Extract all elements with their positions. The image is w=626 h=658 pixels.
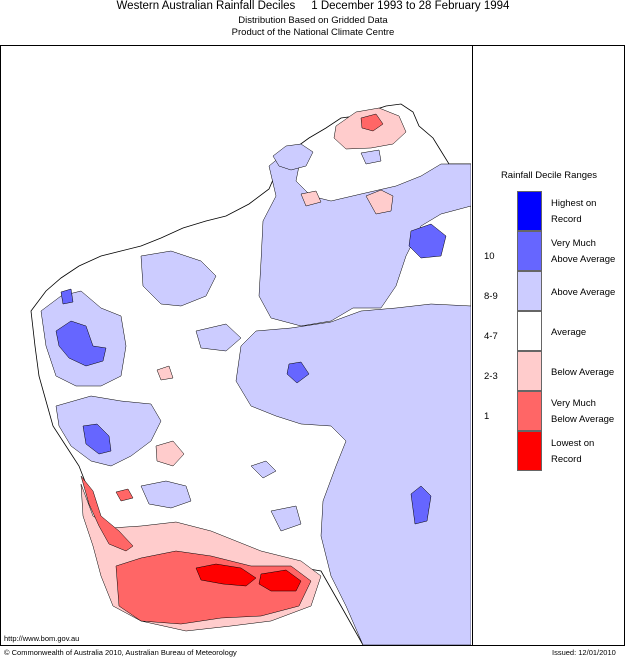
legend-swatch-very-much-above [517, 231, 542, 271]
legend-label-highest: Highest on Record [551, 198, 597, 225]
above-average-small-1 [195, 323, 242, 352]
legend-label-very-much-above: Very Much Above Average [551, 238, 616, 265]
very-much-above-small [60, 288, 74, 305]
legend-swatch-average [517, 311, 542, 351]
legend-label-below-average: Below Average [551, 367, 615, 378]
map-title: Western Australian Rainfall Deciles 1 De… [116, 0, 510, 12]
above-average-small-4 [270, 505, 302, 532]
footer-url[interactable]: http://www.bom.gov.au [4, 634, 80, 643]
legend-label-lowest: Lowest on Record [551, 438, 595, 465]
above-average-small-5 [360, 149, 382, 165]
very-much-below-south-coast [115, 550, 312, 625]
above-average-central-north [140, 250, 217, 307]
below-average-small-3 [155, 440, 185, 467]
legend-swatch-lowest [517, 431, 542, 471]
above-average-north-bump [272, 143, 314, 171]
below-average-small-2 [300, 190, 322, 207]
rainfall-decile-map [30, 103, 471, 645]
very-much-above-central [286, 361, 310, 384]
lowest-on-record-south-2 [258, 569, 302, 592]
very-much-below-north [360, 113, 384, 132]
below-average-small-4 [156, 365, 174, 381]
legend-range-8-9: 8-9 [484, 291, 498, 302]
legend-swatch-above-average [517, 271, 542, 311]
footer-issued: Issued: 12/01/2010 [552, 648, 616, 657]
very-much-above-east [408, 223, 447, 259]
above-average-small-3 [250, 460, 277, 479]
very-much-below-southwest [80, 475, 134, 552]
above-average-small-2 [140, 480, 192, 509]
lowest-on-record-south [195, 563, 257, 587]
legend-range-10: 10 [484, 251, 495, 262]
legend-divider [472, 45, 473, 646]
legend-range-4-7: 4-7 [484, 331, 498, 342]
above-average-east [258, 147, 471, 327]
legend-swatch-below-average [517, 351, 542, 391]
map-frame [0, 45, 625, 646]
map-subtitle-1: Distribution Based on Gridded Data [238, 15, 388, 26]
legend-range-2-3: 2-3 [484, 371, 498, 382]
legend-swatch-highest [517, 191, 542, 231]
legend-title: Rainfall Decile Ranges [500, 170, 598, 181]
very-much-below-small [115, 488, 134, 502]
legend-swatch-very-much-below [517, 391, 542, 431]
footer-copyright: © Commonwealth of Australia 2010, Austra… [4, 648, 237, 657]
legend-label-above-average: Above Average [551, 287, 616, 298]
legend-label-very-much-below: Very Much Below Average [551, 398, 615, 425]
above-average-east-lower [235, 303, 471, 645]
very-much-above-west [55, 320, 107, 367]
very-much-above-southeast [410, 485, 432, 525]
above-average-midwest [55, 395, 162, 467]
legend-label-average: Average [551, 327, 587, 338]
legend-range-1: 1 [484, 411, 490, 422]
map-subtitle-2: Product of the National Climate Centre [231, 27, 395, 38]
below-average-small-1 [365, 189, 394, 215]
very-much-above-midwest [82, 423, 112, 455]
